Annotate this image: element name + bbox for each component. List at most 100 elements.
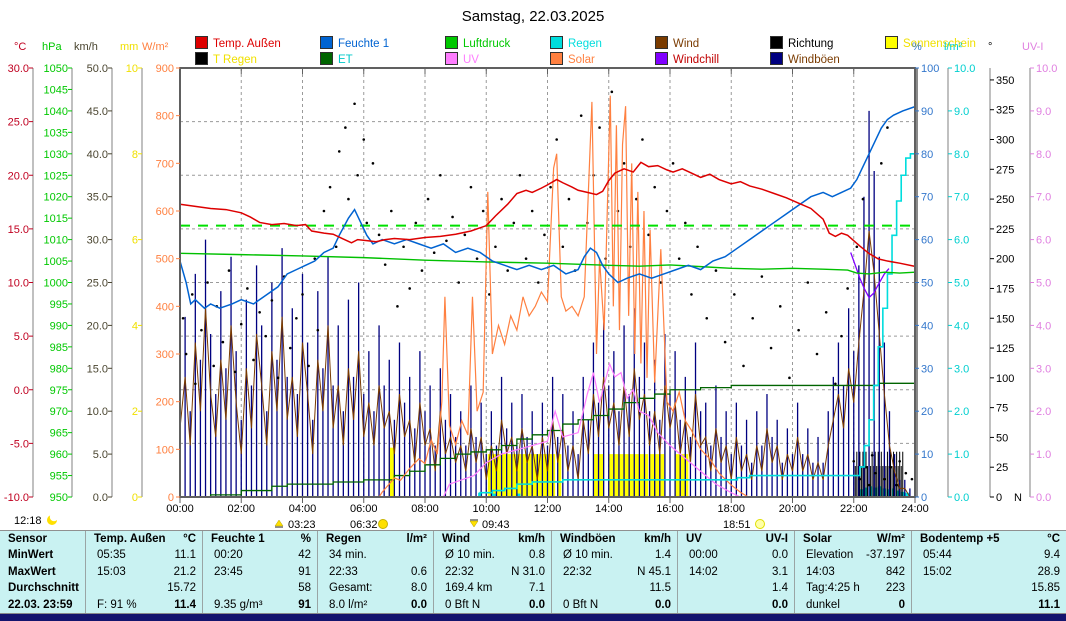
column-unit: °C [1047,533,1060,545]
column-name: Temp. Außen [94,533,166,545]
cell-detail: 15:03 [97,565,126,578]
legend-swatch-icon [885,36,898,49]
svg-text:990: 990 [50,320,68,332]
svg-text:10: 10 [921,449,933,461]
svg-text:600: 600 [156,206,174,218]
svg-text:700: 700 [156,158,174,170]
svg-text:20.0: 20.0 [8,170,29,182]
svg-text:0.0: 0.0 [954,492,969,504]
series-luftdruck [179,252,916,275]
cell-detail: 23:45 [214,565,243,578]
svg-text:100: 100 [156,444,174,456]
svg-text:3.0: 3.0 [1036,363,1051,375]
svg-text:20.0: 20.0 [87,320,108,332]
cell-value: 58 [298,582,311,595]
axis-mm: mm 0 2 4 6 8 10 [120,41,143,504]
svg-text:125: 125 [996,343,1014,355]
svg-text:1035: 1035 [44,127,68,139]
row-label: MinWert [8,549,54,562]
legend-swatch-icon [195,52,208,65]
svg-text:18:51: 18:51 [723,519,751,530]
svg-text:10.0: 10.0 [8,278,29,290]
cell-detail: Gesamt: [329,582,373,595]
svg-text:25.0: 25.0 [8,117,29,129]
svg-text:100: 100 [921,63,939,75]
cell-value: 9.4 [1044,549,1060,562]
svg-text:980: 980 [50,363,68,375]
svg-text:°: ° [988,41,992,53]
svg-text:970: 970 [50,406,68,418]
svg-text:1040: 1040 [44,106,68,118]
legend-item-windb-en: Windböen [770,52,840,66]
svg-text:0: 0 [168,492,174,504]
column-name: Wind [442,533,470,545]
svg-text:0.0: 0.0 [1036,492,1051,504]
cell-detail: 00:00 [689,549,718,562]
svg-text:995: 995 [50,299,68,311]
column-unit: km/h [644,533,671,545]
column-unit: km/h [518,533,545,545]
column-unit: % [300,533,311,545]
svg-text:70: 70 [921,192,933,204]
svg-text:1020: 1020 [44,192,68,204]
svg-text:985: 985 [50,342,68,354]
svg-text:1.0: 1.0 [1036,449,1051,461]
svg-text:300: 300 [996,135,1014,147]
axis-%: % 0 10 20 30 40 50 60 70 80 90 100 [912,41,939,504]
series-uv [180,362,915,498]
svg-text:8: 8 [132,149,138,161]
legend-label: Solar [568,54,595,66]
svg-text:1045: 1045 [44,84,68,96]
svg-text:50: 50 [921,278,933,290]
sunset-icon [755,519,765,529]
legend-swatch-icon [320,52,333,65]
legend-swatch-icon [445,36,458,49]
cell-detail: 15:02 [923,565,952,578]
svg-text:100: 100 [996,373,1014,385]
svg-text:0: 0 [132,492,138,504]
column-unit: W/m² [876,533,905,545]
legend-item-feuchte-1: Feuchte 1 [320,36,389,50]
cell-value: 0.0 [772,598,788,611]
legend-item-solar: Solar [550,52,595,66]
svg-text:08:00: 08:00 [411,503,439,515]
cell-value: 11.4 [174,598,196,611]
cell-detail: 9.35 g/m³ [214,598,263,611]
svg-text:5.0: 5.0 [93,449,108,461]
table-col-sensor: Sensor MinWert MaxWert Durchschnitt 22.03. 2… [0,531,86,613]
series-regen [180,153,915,498]
svg-text:0.0: 0.0 [93,492,108,504]
cell-value: N 45.1 [637,565,671,578]
cell-value [427,547,433,563]
svg-text:24:00: 24:00 [901,503,929,515]
svg-text:1050: 1050 [44,63,68,75]
column-name: Windböen [560,533,616,545]
cell-detail [86,580,97,596]
svg-text:W/m²: W/m² [142,41,169,53]
cell-value: 28.9 [1037,565,1060,578]
legend-item-wind: Wind [655,36,699,50]
svg-text:8.0: 8.0 [1036,149,1051,161]
svg-text:8.0: 8.0 [954,149,969,161]
row-label: Sensor [8,533,47,545]
legend-item-temp-au-en: Temp. Außen [195,36,281,50]
svg-text:18:00: 18:00 [717,503,745,515]
svg-text:6.0: 6.0 [1036,235,1051,247]
svg-text:9.0: 9.0 [954,106,969,118]
svg-text:1015: 1015 [44,213,68,225]
legend-label: Temp. Außen [213,38,281,50]
svg-text:4.0: 4.0 [1036,320,1051,332]
series-et [180,382,915,498]
series-windb-en [179,110,916,497]
svg-text:km/h: km/h [74,41,98,53]
svg-text:0: 0 [996,492,1002,504]
legend-label: UV [463,54,479,66]
cell-detail: 14:02 [689,565,718,578]
legend-label: Windchill [673,54,720,66]
cell-value: 7.1 [529,582,545,595]
svg-text:350: 350 [996,75,1014,87]
svg-text:02:00: 02:00 [227,503,255,515]
svg-text:80: 80 [921,149,933,161]
svg-text:325: 325 [996,105,1014,117]
svg-text:10.0: 10.0 [87,406,108,418]
